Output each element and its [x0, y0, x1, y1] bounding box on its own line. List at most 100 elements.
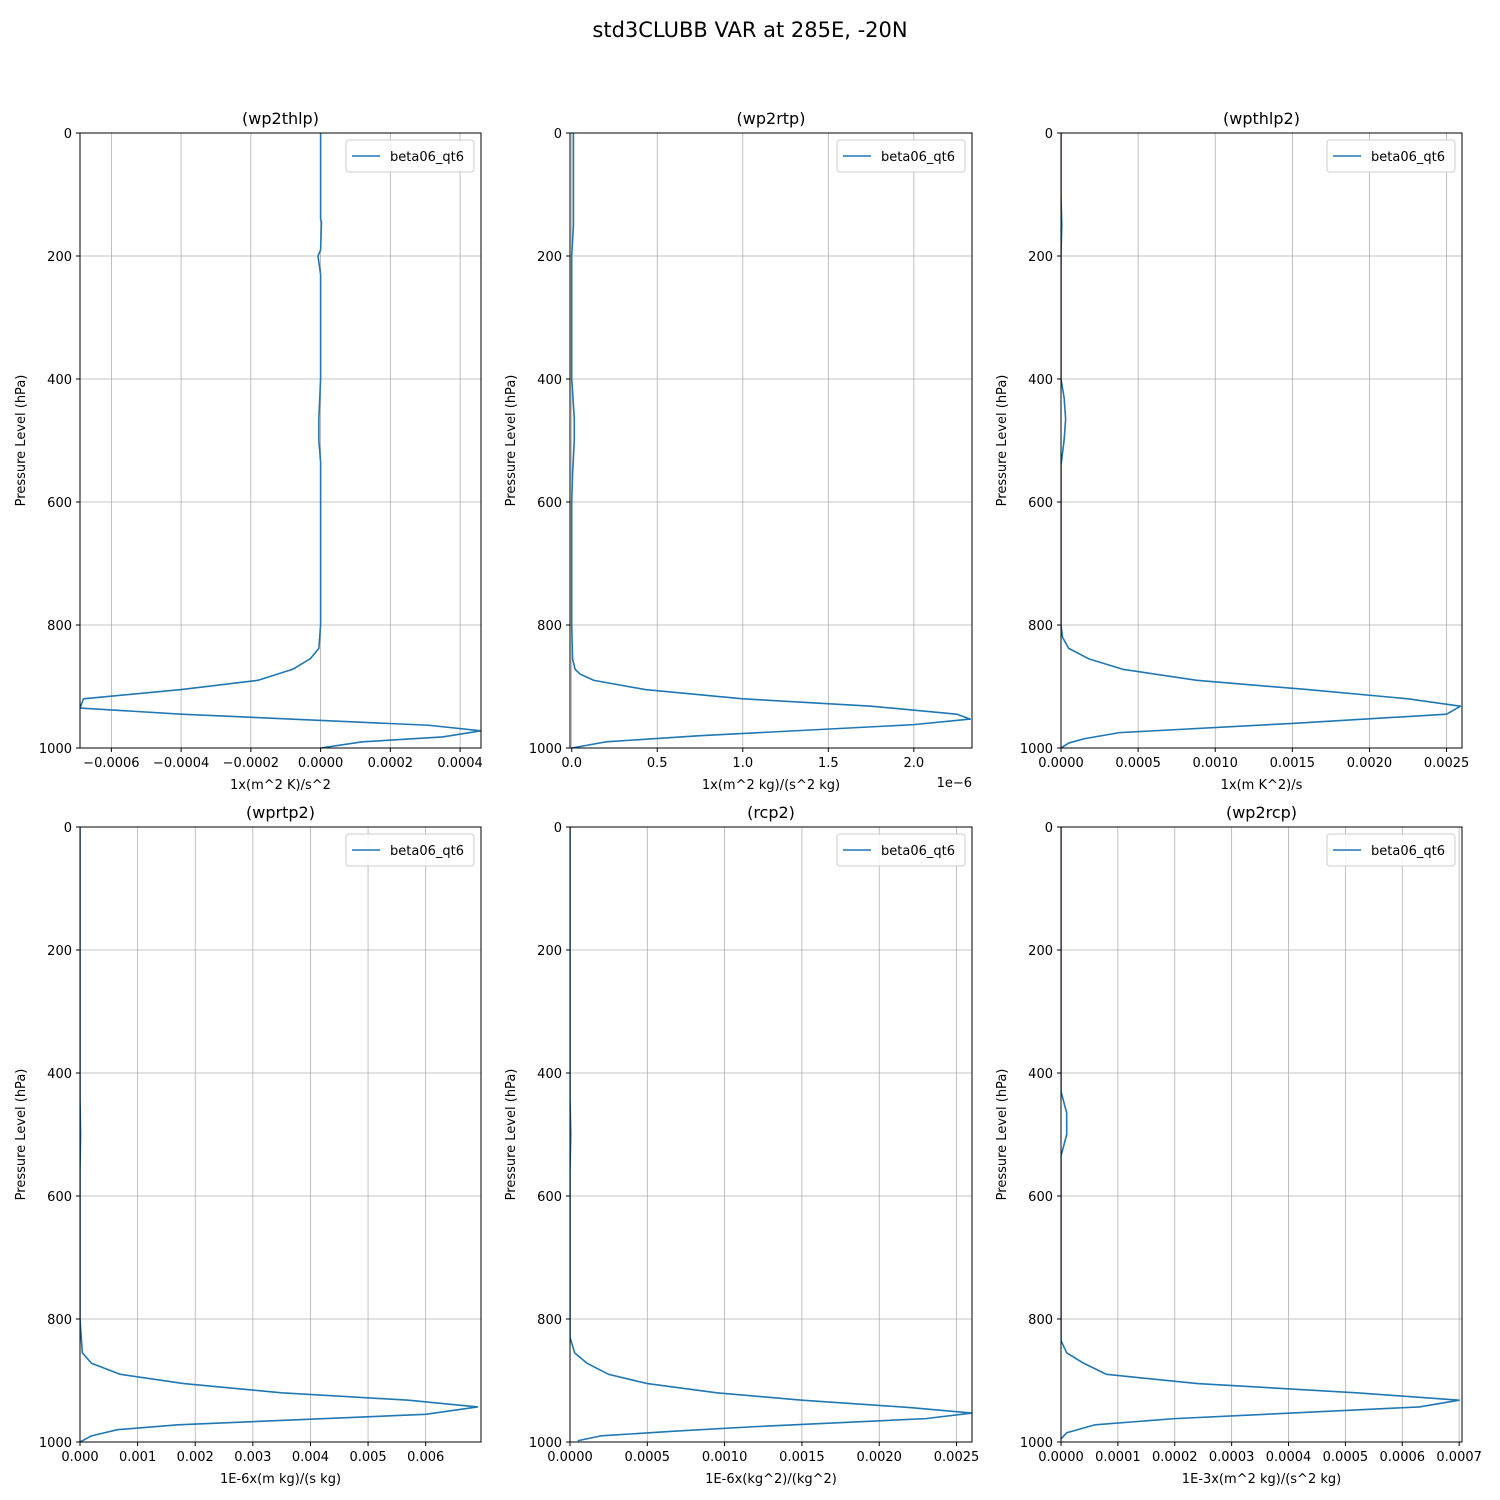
chart-3-xtick-label-2: 0.002 [177, 1450, 214, 1465]
chart-5-ytick-label-4: 800 [1028, 1313, 1053, 1328]
chart-0-ytick-label-0: 0 [64, 127, 72, 142]
chart-0-xlabel: 1x(m^2 K)/s^2 [230, 778, 331, 793]
chart-4-ytick-label-0: 0 [554, 821, 562, 836]
chart-4-xtick-label-4: 0.0020 [856, 1450, 902, 1465]
chart-3-xtick-label-0: 0.000 [61, 1450, 98, 1465]
chart-4-ytick-label-2: 400 [537, 1067, 562, 1082]
chart-1-xtick-label-4: 2.0 [903, 756, 924, 771]
chart-4-xtick-label-5: 0.0025 [934, 1450, 980, 1465]
chart-5-xtick-label-2: 0.0002 [1152, 1450, 1198, 1465]
chart-4-legend: beta06_qt6 [836, 833, 966, 867]
chart-3-ytick-label-3: 600 [47, 1190, 72, 1205]
chart-2-ytick-label-2: 400 [1028, 373, 1053, 388]
chart-4: 0.0000 0.0005 0.0010 0.0015 0.0020 0.0025 0 200… [504, 803, 979, 1487]
chart-2-ytick-label-0: 0 [1045, 127, 1053, 142]
figure-title: std3CLUBB VAR at 285E, -20N [592, 18, 907, 42]
chart-3-title: (wprtp2) [246, 803, 315, 822]
chart-0-xtick-label-4: 0.0002 [368, 756, 414, 771]
chart-1-legend-label-0: beta06_qt6 [881, 150, 955, 165]
chart-3-legend-box [345, 833, 475, 867]
chart-1-legend-box [836, 139, 966, 173]
chart-3-ytick-label-2: 400 [47, 1067, 72, 1082]
chart-1-frame [569, 132, 973, 749]
chart-0-ytick-label-2: 400 [47, 373, 72, 388]
chart-3-xtick-label-4: 0.004 [292, 1450, 329, 1465]
chart-4-legend-box [836, 833, 966, 867]
chart-0-title: (wp2thlp) [242, 109, 319, 128]
chart-5-frame [1060, 826, 1463, 1443]
chart-2: 0.0000 0.0005 0.0010 0.0015 0.0020 0.0025 0 200… [995, 109, 1469, 793]
chart-1-offset-text: 1e−6 [937, 776, 972, 791]
chart-5-xtick-label-5: 0.0005 [1323, 1450, 1369, 1465]
chart-2-xlabel: 1x(m K^2)/s [1221, 778, 1303, 793]
chart-0-series-0-line [80, 133, 481, 748]
chart-0-xtick-label-3: 0.0000 [298, 756, 344, 771]
chart-1-ytick-label-5: 1000 [529, 742, 562, 757]
chart-5-xtick-label-7: 0.0007 [1436, 1450, 1482, 1465]
chart-5-xtick-label-0: 0.0000 [1038, 1450, 1084, 1465]
chart-4-xlabel: 1E-6x(kg^2)/(kg^2) [705, 1472, 837, 1487]
chart-4-ytick-label-4: 800 [537, 1313, 562, 1328]
chart-1-series-0-line [570, 133, 972, 748]
chart-2-xtick-label-5: 0.0025 [1424, 756, 1470, 771]
chart-5-xtick-label-1: 0.0001 [1095, 1450, 1141, 1465]
chart-5-xtick-label-3: 0.0003 [1209, 1450, 1255, 1465]
chart-2-ytick-label-3: 600 [1028, 496, 1053, 511]
chart-1: 0.0 0.5 1.0 1.5 2.0 0 200 400 600 800 1000 1e−6 1x(m… [504, 109, 973, 793]
chart-3-xtick-label-6: 0.006 [407, 1450, 444, 1465]
chart-4-xtick-label-2: 0.0010 [702, 1450, 748, 1465]
chart-5-xlabel: 1E-3x(m^2 kg)/(s^2 kg) [1182, 1472, 1341, 1487]
chart-1-ytick-label-0: 0 [554, 127, 562, 142]
panels: −0.0006 −0.0004 −0.0002 0.0000 0.0002 0.00040… [14, 109, 1482, 1487]
chart-2-legend-label-0: beta06_qt6 [1371, 150, 1445, 165]
chart-2-xtick-label-0: 0.0000 [1038, 756, 1084, 771]
chart-2-legend: beta06_qt6 [1326, 139, 1456, 173]
chart-4-legend-label-0: beta06_qt6 [881, 844, 955, 859]
chart-2-legend-box [1326, 139, 1456, 173]
chart-1-ytick-label-2: 400 [537, 373, 562, 388]
chart-0-xtick-label-2: −0.0002 [223, 756, 279, 771]
chart-2-ytick-label-4: 800 [1028, 619, 1053, 634]
chart-5-ytick-label-0: 0 [1045, 821, 1053, 836]
chart-4-xtick-label-1: 0.0005 [625, 1450, 671, 1465]
chart-3-legend: beta06_qt6 [345, 833, 475, 867]
chart-1-ylabel: Pressure Level (hPa) [504, 375, 519, 507]
chart-2-ytick-label-5: 1000 [1020, 742, 1053, 757]
chart-5-xtick-label-4: 0.0004 [1266, 1450, 1312, 1465]
chart-2-xtick-label-1: 0.0005 [1115, 756, 1161, 771]
chart-1-ytick-label-3: 600 [537, 496, 562, 511]
chart-1-xtick-label-0: 0.0 [561, 756, 582, 771]
chart-3-legend-label-0: beta06_qt6 [390, 844, 464, 859]
chart-5: 0.0000 0.0001 0.0002 0.0003 0.0004 0.0005 0.00… [995, 803, 1482, 1487]
chart-0-legend: beta06_qt6 [345, 139, 475, 173]
chart-1-ytick-label-1: 200 [537, 250, 562, 265]
chart-2-xtick-label-3: 0.0015 [1270, 756, 1316, 771]
chart-3-xlabel: 1E-6x(m kg)/(s kg) [220, 1472, 341, 1487]
chart-1-xlabel: 1x(m^2 kg)/(s^2 kg) [702, 778, 840, 793]
chart-5-series-0-line [1061, 827, 1460, 1440]
chart-4-title: (rcp2) [747, 803, 795, 822]
chart-1-legend: beta06_qt6 [836, 139, 966, 173]
chart-2-title: (wpthlp2) [1223, 109, 1300, 128]
chart-0-legend-label-0: beta06_qt6 [390, 150, 464, 165]
chart-5-ytick-label-5: 1000 [1020, 1436, 1053, 1451]
chart-5-ytick-label-2: 400 [1028, 1067, 1053, 1082]
chart-0-ytick-label-1: 200 [47, 250, 72, 265]
chart-3-xtick-label-1: 0.001 [119, 1450, 156, 1465]
chart-2-ylabel: Pressure Level (hPa) [995, 375, 1010, 507]
chart-0-legend-box [345, 139, 475, 173]
chart-4-ytick-label-3: 600 [537, 1190, 562, 1205]
chart-4-ytick-label-1: 200 [537, 944, 562, 959]
chart-3-xtick-label-5: 0.005 [349, 1450, 386, 1465]
chart-2-xtick-label-2: 0.0010 [1192, 756, 1238, 771]
chart-1-xtick-label-1: 0.5 [647, 756, 668, 771]
chart-2-xtick-label-4: 0.0020 [1347, 756, 1393, 771]
chart-1-xtick-label-2: 1.0 [732, 756, 753, 771]
chart-1-ytick-label-4: 800 [537, 619, 562, 634]
chart-0-xtick-label-5: 0.0004 [437, 756, 483, 771]
chart-0: −0.0006 −0.0004 −0.0002 0.0000 0.0002 0.0004 0… [14, 109, 483, 793]
chart-0-ylabel: Pressure Level (hPa) [14, 375, 29, 507]
chart-4-ylabel: Pressure Level (hPa) [504, 1069, 519, 1201]
chart-5-ylabel: Pressure Level (hPa) [995, 1069, 1010, 1201]
